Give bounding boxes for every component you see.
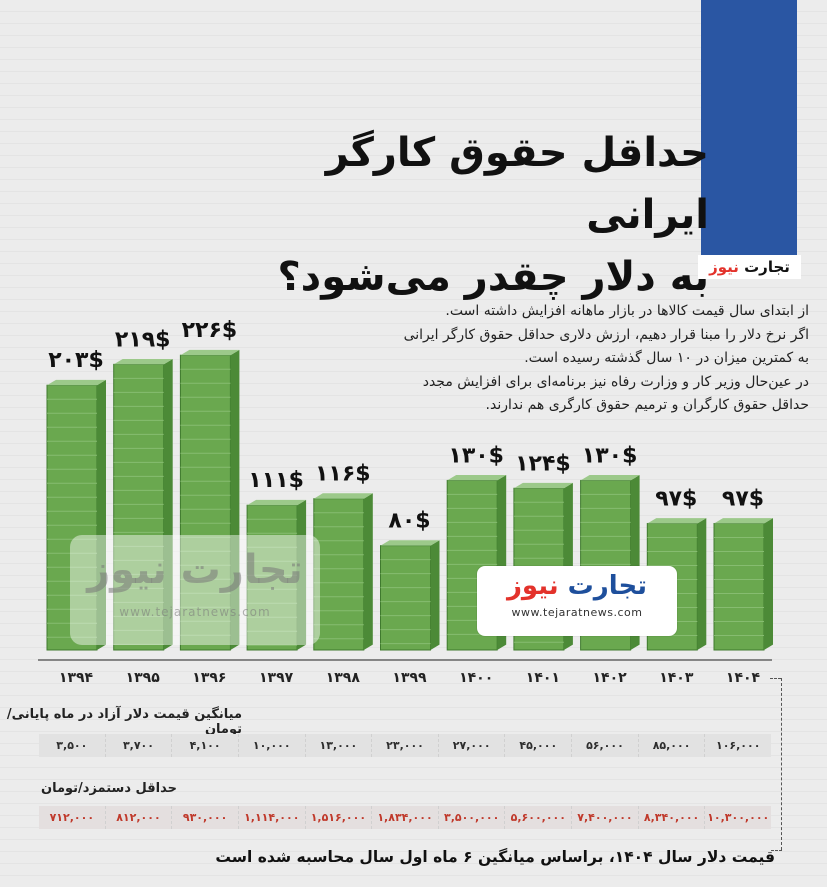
bar-top bbox=[647, 518, 707, 524]
wage-cell: ۱,۱۱۴,۰۰۰ bbox=[239, 806, 306, 829]
intro-line: در عین‌حال وزیر کار و وزارت رفاه نیز برن… bbox=[422, 373, 809, 390]
accent-bar bbox=[701, 0, 797, 258]
bar-side bbox=[363, 493, 373, 650]
watermark-url: www.tejaratnews.com bbox=[119, 605, 271, 619]
intro-line: حداقل حقوق کارگران و ترمیم حقوق کارگری ه… bbox=[485, 397, 809, 414]
footnote-connector bbox=[771, 850, 782, 851]
bar-top bbox=[513, 482, 573, 489]
dollar-cell: ۵۶,۰۰۰ bbox=[572, 734, 639, 757]
wage-table-label: حداقل دستمزد/تومان bbox=[40, 781, 177, 796]
year-tick-label: ۱۴۰۴ bbox=[726, 670, 761, 686]
dollar-price-row: ۳,۵۰۰ ۳,۷۰۰ ۴,۱۰۰ ۱۰,۰۰۰ ۱۳,۰۰۰ ۲۳,۰۰۰ ۲… bbox=[39, 734, 771, 757]
year-tick-label: ۱۳۹۴ bbox=[59, 670, 94, 686]
wage-cell: ۷۱۲,۰۰۰ bbox=[39, 806, 106, 829]
wage-cell: ۱۰,۳۰۰,۰۰۰ bbox=[707, 811, 770, 824]
dollar-cell: ۳,۵۰۰ bbox=[39, 734, 106, 757]
bar-value-label: ۸۰$ bbox=[388, 509, 430, 534]
intro-line: اگر نرخ دلار را مبنا قرار دهیم، ارزش دلا… bbox=[403, 326, 809, 343]
wage-cell: ۹۳۰,۰۰۰ bbox=[172, 806, 239, 829]
bar-value-label: ۱۱۶$ bbox=[315, 462, 371, 487]
wage-cell: ۸,۳۴۰,۰۰۰ bbox=[639, 806, 706, 829]
bar-side bbox=[764, 518, 773, 650]
wage-cell: ۷,۴۰۰,۰۰۰ bbox=[572, 806, 639, 829]
bar-side bbox=[430, 540, 440, 650]
bar-value-label: ۲۰۳$ bbox=[48, 348, 104, 373]
wage-cell: ۱,۸۳۴,۰۰۰ bbox=[372, 806, 439, 829]
year-tick-label: ۱۳۹۷ bbox=[259, 670, 294, 686]
bar-top bbox=[714, 518, 773, 524]
title-line-2: به دلار چقدر می‌شود؟ bbox=[277, 254, 709, 300]
year-tick-label: ۱۳۹۵ bbox=[126, 670, 161, 686]
dollar-cell: ۲۳,۰۰۰ bbox=[372, 734, 439, 757]
bar-value-label: ۲۱۹$ bbox=[115, 327, 171, 352]
watermark: تجارت نیوز www.tejaratnews.com bbox=[70, 535, 320, 645]
year-tick-label: ۱۳۹۹ bbox=[392, 670, 427, 686]
page-title: حداقل حقوق کارگر ایرانی به دلار چقدر می‌… bbox=[189, 122, 709, 308]
dollar-cell: ۲۷,۰۰۰ bbox=[439, 734, 506, 757]
bar bbox=[380, 545, 431, 651]
bar-value-label: ۱۱۱$ bbox=[248, 468, 304, 493]
dollar-cell: ۱۳,۰۰۰ bbox=[306, 734, 373, 757]
logo-text-dark: تجارت bbox=[744, 258, 790, 276]
bar-top bbox=[113, 358, 173, 365]
bar-value-label: ۱۲۴$ bbox=[515, 451, 571, 476]
wage-cell: ۳,۵۰۰,۰۰۰ bbox=[439, 806, 506, 829]
center-logo-url: www.tejaratnews.com bbox=[511, 606, 643, 619]
intro-text: از ابتدای سال قیمت کالاها در بازار ماهان… bbox=[339, 300, 809, 418]
bar-side bbox=[697, 518, 707, 650]
dollar-cell: ۱۰,۰۰۰ bbox=[239, 734, 306, 757]
center-logo-name: تجارت نیوز bbox=[477, 566, 677, 606]
year-tick-label: ۱۳۹۸ bbox=[326, 670, 361, 686]
year-tick-label: ۱۳۹۶ bbox=[192, 670, 226, 686]
dollar-cell: ۳,۷۰۰ bbox=[106, 734, 173, 757]
bar-side bbox=[230, 349, 240, 650]
bar-top bbox=[580, 475, 640, 481]
footnote: قیمت دلار سال ۱۴۰۴، براساس میانگین ۶ ماه… bbox=[215, 848, 775, 866]
bar-side bbox=[297, 499, 307, 650]
bar-top bbox=[447, 475, 507, 481]
bar-top bbox=[180, 349, 240, 356]
year-tick-label: ۱۴۰۰ bbox=[459, 670, 493, 686]
wage-cell: ۱,۵۱۶,۰۰۰ bbox=[306, 806, 373, 829]
intro-line: به کمترین میزان در ۱۰ سال گذشته رسیده اس… bbox=[524, 350, 809, 367]
bar bbox=[313, 498, 365, 651]
bar-top bbox=[47, 379, 106, 386]
dollar-cell: ۴۵,۰۰۰ bbox=[505, 734, 573, 757]
dollar-table-label: میانگین قیمت دلار آزاد در ماه پایانی/توم… bbox=[6, 707, 242, 737]
bar-side bbox=[163, 358, 173, 650]
intro-line: از ابتدای سال قیمت کالاها در بازار ماهان… bbox=[445, 303, 809, 319]
year-tick-label: ۱۴۰۲ bbox=[593, 670, 628, 686]
footnote-connector bbox=[770, 678, 781, 679]
bar-side bbox=[97, 379, 106, 650]
center-logo-dark: تجارت bbox=[567, 571, 648, 601]
min-wage-row: ۷۱۲,۰۰۰ ۸۱۲,۰۰۰ ۹۳۰,۰۰۰ ۱,۱۱۴,۰۰۰ ۱,۵۱۶,… bbox=[39, 806, 771, 829]
wage-cell: ۸۱۲,۰۰۰ bbox=[106, 806, 173, 829]
bar-top bbox=[247, 499, 307, 506]
dollar-cell: ۱۰۶,۰۰۰ bbox=[715, 739, 761, 752]
logo-text-red: نیوز bbox=[709, 258, 739, 276]
center-logo-red: نیوز bbox=[506, 571, 559, 601]
bar bbox=[713, 522, 765, 651]
bar-value-label: ۱۳۰$ bbox=[448, 443, 504, 468]
center-logo: تجارت نیوز www.tejaratnews.com bbox=[477, 566, 677, 636]
bar-value-label: ۲۲۶$ bbox=[182, 318, 238, 343]
bar-value-label: ۱۳۰$ bbox=[582, 443, 638, 468]
bar-top bbox=[380, 540, 440, 546]
footnote-connector bbox=[781, 678, 782, 850]
title-line-1: حداقل حقوق کارگر ایرانی bbox=[325, 130, 709, 238]
brand-logo: تجارت نیوز bbox=[698, 255, 801, 279]
watermark-name: تجارت نیوز bbox=[87, 547, 303, 593]
dollar-cell: ۴,۱۰۰ bbox=[172, 734, 239, 757]
year-tick-label: ۱۴۰۳ bbox=[659, 670, 694, 686]
year-tick-label: ۱۴۰۱ bbox=[526, 670, 560, 686]
bar bbox=[246, 504, 298, 651]
bar bbox=[179, 354, 231, 651]
wage-cell: ۵,۶۰۰,۰۰۰ bbox=[505, 806, 573, 829]
bar-top bbox=[313, 493, 373, 499]
bar bbox=[46, 384, 98, 651]
dollar-cell: ۸۵,۰۰۰ bbox=[639, 734, 706, 757]
bar-value-label: ۹۷$ bbox=[722, 486, 764, 511]
bar-value-label: ۹۷$ bbox=[655, 486, 697, 511]
